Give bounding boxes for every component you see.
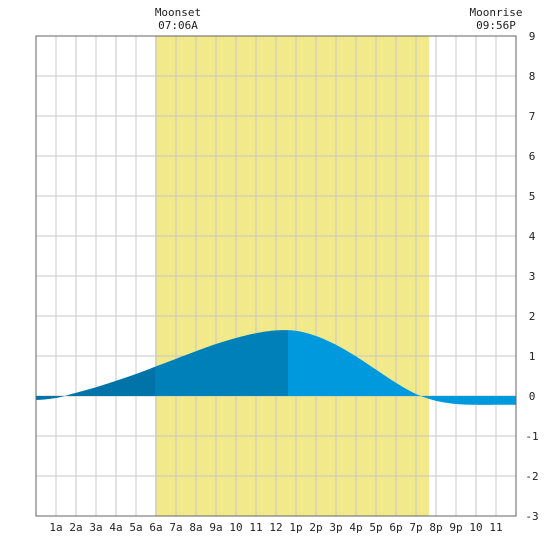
x-tick-label: 5a bbox=[129, 521, 142, 534]
plot-frame bbox=[35, 35, 517, 517]
x-tick-label: 11 bbox=[249, 521, 262, 534]
moon-event-time: 07:06A bbox=[158, 19, 198, 32]
x-tick-label: 2p bbox=[309, 521, 322, 534]
y-tick-label: 6 bbox=[529, 150, 536, 163]
x-tick-label: 7p bbox=[409, 521, 422, 534]
y-tick-label: 8 bbox=[529, 70, 536, 83]
x-tick-label: 6a bbox=[149, 521, 162, 534]
x-tick-label: 1p bbox=[289, 521, 302, 534]
x-tick-label: 7a bbox=[169, 521, 182, 534]
tide-area-night-late bbox=[429, 396, 516, 405]
moon-event-title: Moonset bbox=[155, 6, 201, 19]
y-tick-label: 1 bbox=[529, 350, 536, 363]
tide-area-night-early bbox=[36, 366, 155, 400]
x-tick-label: 4a bbox=[109, 521, 122, 534]
x-tick-label: 9a bbox=[209, 521, 222, 534]
x-tick-label: 2a bbox=[69, 521, 82, 534]
y-tick-label: -3 bbox=[525, 510, 538, 523]
moon-event-time: 09:56P bbox=[476, 19, 516, 32]
x-tick-label: 3p bbox=[329, 521, 342, 534]
y-tick-label: 7 bbox=[529, 110, 536, 123]
x-tick-label: 4p bbox=[349, 521, 362, 534]
y-tick-label: 0 bbox=[529, 390, 536, 403]
y-tick-label: -2 bbox=[525, 470, 538, 483]
moon-event-title: Moonrise bbox=[470, 6, 523, 19]
y-tick-label: 9 bbox=[529, 30, 536, 43]
tide-area-falling bbox=[288, 330, 429, 399]
x-tick-label: 8p bbox=[429, 521, 442, 534]
x-tick-label: 5p bbox=[369, 521, 382, 534]
x-tick-label: 9p bbox=[449, 521, 462, 534]
x-tick-label: 10 bbox=[229, 521, 242, 534]
x-tick-label: 10 bbox=[469, 521, 482, 534]
y-tick-label: 4 bbox=[529, 230, 536, 243]
x-tick-label: 8a bbox=[189, 521, 202, 534]
y-tick-label: 2 bbox=[529, 310, 536, 323]
y-tick-label: 3 bbox=[529, 270, 536, 283]
x-tick-label: 11 bbox=[489, 521, 502, 534]
tide-area-rising bbox=[155, 330, 288, 396]
y-tick-label: 5 bbox=[529, 190, 536, 203]
x-tick-label: 1a bbox=[49, 521, 62, 534]
x-tick-label: 6p bbox=[389, 521, 402, 534]
x-tick-label: 12 bbox=[269, 521, 282, 534]
x-tick-label: 3a bbox=[89, 521, 102, 534]
y-tick-label: -1 bbox=[525, 430, 538, 443]
